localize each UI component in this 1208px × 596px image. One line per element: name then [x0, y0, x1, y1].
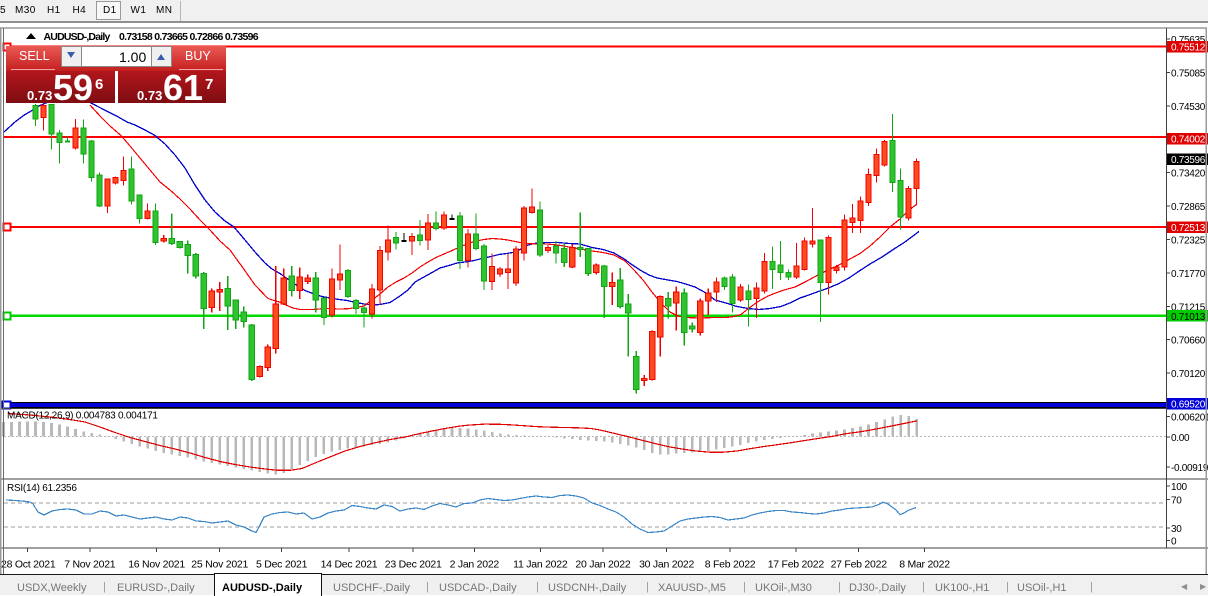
svg-text:0.73596: 0.73596	[1171, 155, 1206, 166]
svg-text:0.71770: 0.71770	[1171, 269, 1206, 280]
svg-text:0.75635: 0.75635	[1171, 35, 1206, 46]
svg-text:20 Jan 2022: 20 Jan 2022	[575, 559, 630, 571]
svg-text:0: 0	[1171, 537, 1177, 548]
svg-text:17 Feb 2022: 17 Feb 2022	[768, 559, 825, 571]
svg-text:28 Oct 2021: 28 Oct 2021	[1, 559, 56, 571]
svg-text:0.75085: 0.75085	[1171, 69, 1206, 80]
svg-text:16 Nov 2021: 16 Nov 2021	[128, 559, 185, 571]
svg-text:0.72325: 0.72325	[1171, 236, 1206, 247]
svg-text:8 Feb 2022: 8 Feb 2022	[705, 559, 756, 571]
svg-text:25 Nov 2021: 25 Nov 2021	[191, 559, 248, 571]
svg-text:7 Nov 2021: 7 Nov 2021	[64, 559, 116, 571]
svg-text:0.69520: 0.69520	[1171, 400, 1206, 411]
svg-text:5 Dec 2021: 5 Dec 2021	[256, 559, 308, 571]
svg-text:30: 30	[1171, 524, 1182, 535]
svg-text:-0.009197: -0.009197	[1171, 463, 1208, 474]
svg-text:0.00: 0.00	[1171, 433, 1190, 444]
svg-text:0.72865: 0.72865	[1171, 202, 1206, 213]
svg-text:RSI(14) 61.2356: RSI(14) 61.2356	[7, 483, 77, 494]
svg-text:0.74002: 0.74002	[1171, 135, 1206, 146]
svg-text:70: 70	[1171, 496, 1182, 507]
svg-text:0.71215: 0.71215	[1171, 302, 1206, 313]
svg-text:0.70660: 0.70660	[1171, 336, 1206, 347]
svg-text:0.71013: 0.71013	[1171, 312, 1206, 323]
svg-text:2 Jan 2022: 2 Jan 2022	[450, 559, 500, 571]
svg-text:23 Dec 2021: 23 Dec 2021	[385, 559, 442, 571]
svg-text:27 Feb 2022: 27 Feb 2022	[831, 559, 888, 571]
svg-text:0.72513: 0.72513	[1171, 223, 1206, 234]
svg-text:0.006201: 0.006201	[1171, 412, 1208, 423]
svg-text:14 Dec 2021: 14 Dec 2021	[321, 559, 378, 571]
svg-text:0.75512: 0.75512	[1171, 43, 1206, 54]
svg-text:30 Jan 2022: 30 Jan 2022	[639, 559, 694, 571]
svg-text:MACD(12,26,9) 0.004783 0.00417: MACD(12,26,9) 0.004783 0.004171	[7, 411, 158, 422]
svg-text:11 Jan 2022: 11 Jan 2022	[513, 559, 568, 571]
svg-text:0.70120: 0.70120	[1171, 369, 1206, 380]
svg-text:0.73420: 0.73420	[1171, 169, 1206, 180]
svg-text:0.74530: 0.74530	[1171, 102, 1206, 113]
svg-text:8 Mar 2022: 8 Mar 2022	[899, 559, 950, 571]
svg-text:100: 100	[1171, 482, 1188, 493]
